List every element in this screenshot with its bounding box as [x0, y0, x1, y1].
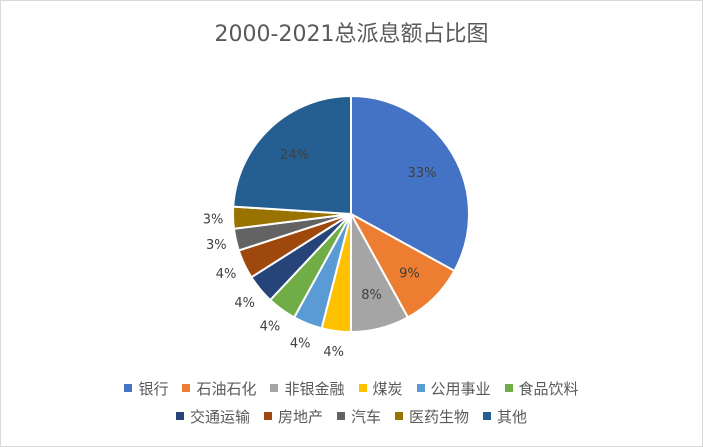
legend-entry-7: 交通运输: [175, 406, 250, 427]
legend-entry-1: 银行: [124, 378, 168, 399]
data-label-8: 4%: [216, 267, 237, 282]
data-label-6: 4%: [260, 320, 281, 335]
data-label-3: 8%: [361, 288, 382, 303]
legend-label: 汽车: [350, 407, 381, 426]
legend-swatch: [336, 412, 345, 420]
data-label-4: 4%: [323, 345, 344, 360]
data-label-7: 4%: [234, 296, 255, 311]
legend-swatch: [124, 384, 133, 392]
data-label-10: 3%: [203, 212, 224, 227]
legend-label: 煤炭: [372, 379, 403, 398]
data-label-1: 33%: [408, 166, 437, 181]
legend-label: 银行: [138, 379, 169, 398]
legend-label: 其他: [497, 407, 528, 426]
legend-label: 公用事业: [430, 379, 491, 398]
data-label-2: 9%: [399, 266, 420, 281]
legend-row: 交通运输 房地产 汽车 医药生物 其他: [0, 402, 703, 430]
legend: 银行 石油石化 非银金融 煤炭 公用事业 食品饮料 交通运输 房地产 汽车 医药生物 其他: [0, 374, 703, 430]
legend-label: 医药生物: [409, 407, 470, 426]
legend-label: 石油石化: [196, 379, 257, 398]
legend-swatch: [416, 384, 425, 392]
legend-label: 房地产: [277, 407, 323, 426]
legend-swatch: [175, 412, 184, 420]
legend-entry-5: 公用事业: [416, 378, 491, 399]
legend-entry-4: 煤炭: [358, 378, 403, 399]
legend-swatch: [263, 412, 272, 420]
legend-label: 非银金融: [284, 379, 345, 398]
legend-swatch: [395, 412, 403, 420]
legend-entry-6: 食品饮料: [504, 378, 579, 399]
chart-title: 2000-2021总派息额占比图: [214, 22, 489, 47]
legend-entry-9: 汽车: [336, 406, 381, 427]
legend-label: 交通运输: [189, 407, 250, 426]
data-label-11: 24%: [280, 148, 309, 163]
legend-entry-10: 医药生物: [395, 406, 469, 427]
pie-slice-1: [350, 94, 470, 273]
legend-entry-11: 其他: [483, 406, 527, 427]
legend-entry-3: 非银金融: [270, 378, 345, 399]
data-label-5: 4%: [290, 336, 311, 351]
legend-swatch: [358, 384, 367, 392]
legend-swatch: [483, 412, 492, 420]
legend-row: 银行 石油石化 非银金融 煤炭 公用事业 食品饮料: [0, 374, 703, 402]
pie-slice-11: [232, 94, 352, 216]
legend-entry-2: 石油石化: [182, 378, 256, 399]
legend-swatch: [182, 384, 191, 392]
legend-label: 食品饮料: [518, 379, 579, 398]
data-label-9: 3%: [206, 238, 227, 253]
legend-entry-8: 房地产: [263, 406, 323, 427]
legend-swatch: [504, 384, 513, 392]
legend-swatch: [270, 384, 279, 392]
